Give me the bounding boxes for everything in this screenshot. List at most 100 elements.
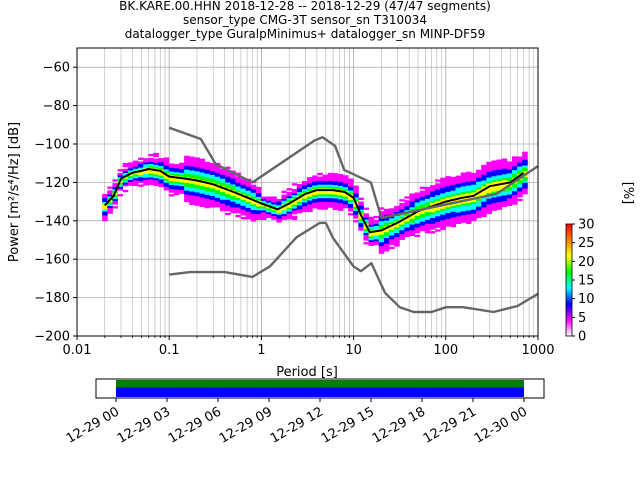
psd-cell [491, 191, 498, 194]
psd-cell [132, 166, 139, 169]
psd-cell [255, 194, 262, 197]
psd-cell [153, 166, 159, 169]
psd-cell [522, 190, 528, 193]
colorbar-tick-label: 10 [578, 292, 595, 307]
psd-cell [511, 202, 518, 205]
psd-cell [394, 226, 400, 230]
psd-cell [327, 178, 334, 181]
psd-cell [389, 233, 395, 236]
psd-cell [517, 179, 523, 182]
psd-cell [476, 213, 482, 217]
psd-cell [460, 180, 467, 183]
psd-cell [481, 212, 487, 216]
psd-cell [266, 200, 272, 203]
psd-cell [440, 202, 446, 205]
psd-cell [348, 180, 354, 183]
psd-cell [240, 205, 247, 208]
psd-cell [291, 217, 298, 221]
psd-cell [368, 234, 375, 237]
psd-cell [522, 186, 528, 189]
psd-cell [501, 170, 508, 173]
psd-cell [501, 202, 508, 206]
x-tick-label: 0.1 [159, 343, 180, 358]
psd-cell [383, 235, 390, 238]
psd-cell [312, 190, 318, 194]
psd-cell [440, 212, 446, 215]
psd-cell [214, 205, 221, 208]
psd-cell [148, 175, 154, 178]
timeline-coverage-lower [116, 387, 524, 397]
psd-cell [301, 204, 308, 207]
psd-cell [450, 178, 457, 182]
psd-cell [481, 197, 487, 200]
psd-cell [389, 229, 395, 232]
psd-cell [168, 184, 175, 187]
psd-cell [220, 195, 226, 198]
psd-cell [476, 206, 482, 209]
psd-cell [491, 198, 498, 202]
psd-cell [158, 157, 165, 161]
psd-cell [214, 176, 221, 179]
psd-cell [440, 208, 446, 211]
psd-cell [496, 197, 503, 201]
psd-cell [460, 212, 467, 216]
psd-cell [424, 215, 431, 218]
psd-cell [184, 190, 190, 193]
psd-cell [184, 173, 190, 176]
psd-cell [189, 175, 195, 179]
psd-cell [214, 191, 221, 194]
psd-cell [214, 195, 221, 198]
psd-cell [460, 174, 467, 177]
psd-cell [450, 209, 457, 212]
psd-cell [435, 185, 441, 188]
psd-cell [389, 215, 395, 219]
psd-cell [199, 202, 206, 206]
psd-cell [455, 210, 462, 213]
psd-cell [378, 243, 385, 247]
psd-cell [414, 211, 421, 214]
psd-cell [163, 182, 170, 185]
psd-cell [465, 181, 472, 184]
psd-cell [404, 196, 410, 199]
psd-cell [455, 187, 462, 190]
psd-cell [209, 197, 216, 200]
psd-cell [199, 183, 206, 186]
psd-cell [368, 239, 375, 243]
psd-cell [204, 171, 211, 174]
psd-cell [189, 185, 195, 188]
psd-cell [327, 186, 334, 189]
psd-cell [317, 190, 323, 193]
psd-cell [194, 186, 200, 189]
psd-cell [332, 198, 339, 201]
y-axis-label: Power [m²/s⁴/Hz] [dB] [7, 122, 22, 262]
psd-cell [189, 200, 195, 204]
psd-cell [389, 227, 395, 230]
psd-cell [189, 168, 195, 171]
psd-cell [378, 222, 385, 226]
psd-cell [214, 197, 221, 200]
psd-cell [235, 209, 241, 212]
psd-cell [455, 204, 462, 207]
psd-cell [168, 178, 175, 182]
psd-cell [225, 212, 231, 216]
psd-cell [179, 162, 185, 166]
psd-cell [424, 188, 431, 192]
psd-cell [517, 166, 523, 169]
psd-cell [204, 163, 211, 167]
psd-cell [199, 200, 206, 204]
psd-cell [225, 172, 231, 175]
psd-cell [107, 211, 113, 214]
psd-cell [348, 178, 354, 181]
psd-cell [378, 220, 385, 224]
psd-cell [404, 227, 410, 230]
psd-cell [435, 179, 441, 182]
series-nlnm-line [169, 221, 539, 314]
psd-cell [486, 209, 492, 213]
psd-cell [435, 210, 441, 213]
psd-cell [394, 244, 400, 247]
psd-cell [230, 180, 236, 183]
psd-cell [470, 176, 477, 179]
psd-cell [337, 181, 344, 185]
psd-cell [214, 172, 221, 175]
psd-cell [127, 162, 134, 165]
